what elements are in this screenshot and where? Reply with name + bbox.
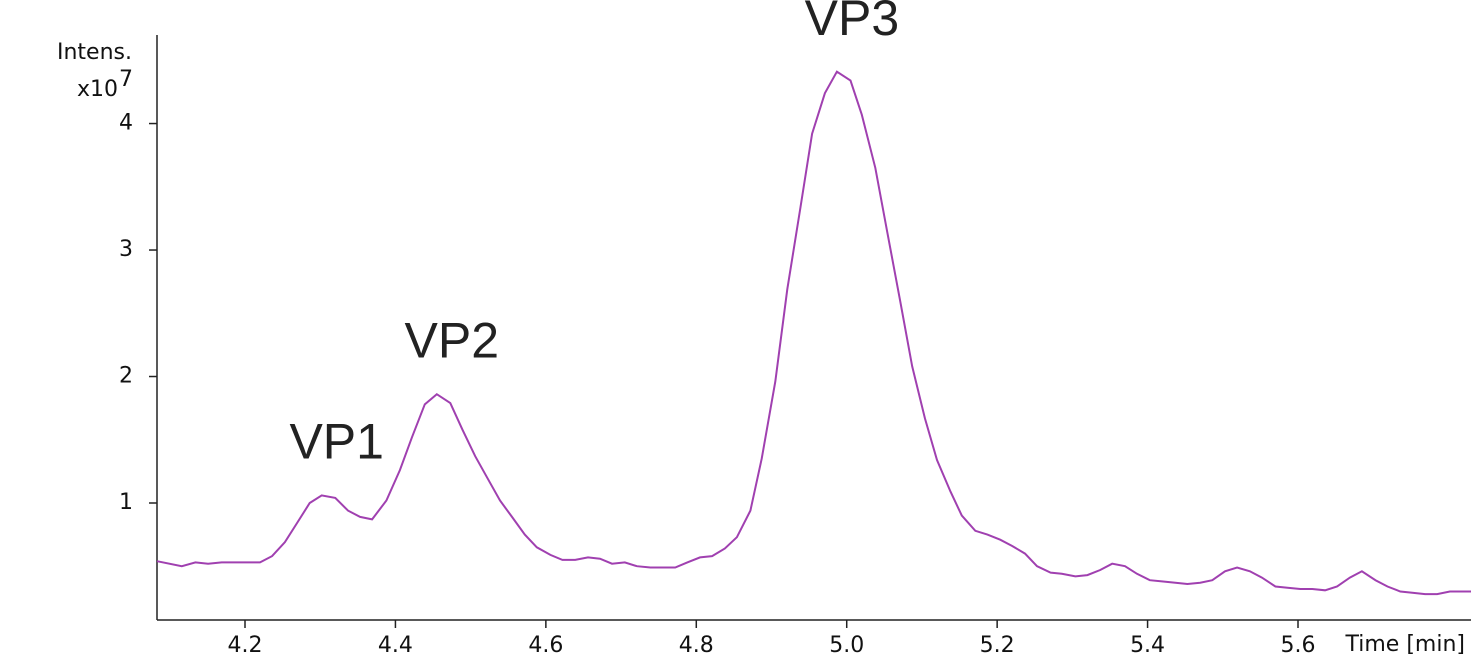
- y-axis-label: Intens.: [57, 40, 132, 65]
- peak-annotation: VP1: [289, 414, 384, 470]
- y-tick-label: 3: [119, 237, 133, 262]
- x-tick-label: 5.0: [829, 633, 864, 658]
- y-scale-exponent: 7: [119, 67, 133, 92]
- x-tick-label: 4.2: [228, 633, 263, 658]
- x-axis-label: Time [min]: [1345, 632, 1466, 657]
- peak-annotation: VP3: [805, 0, 900, 46]
- x-tick-label: 4.8: [679, 633, 714, 658]
- x-tick-label: 5.2: [980, 633, 1015, 658]
- y-tick-label: 2: [119, 364, 133, 389]
- x-tick-label: 4.6: [528, 633, 563, 658]
- x-tick-label: 4.4: [378, 633, 413, 658]
- x-tick-label: 5.4: [1130, 633, 1165, 658]
- y-tick-label: 1: [119, 490, 133, 515]
- y-tick-label: 4: [119, 111, 133, 136]
- y-scale-label: x10: [77, 77, 118, 102]
- peak-annotation: VP2: [405, 312, 500, 368]
- line-series: [156, 70, 1471, 596]
- x-tick-label: 5.6: [1281, 633, 1316, 658]
